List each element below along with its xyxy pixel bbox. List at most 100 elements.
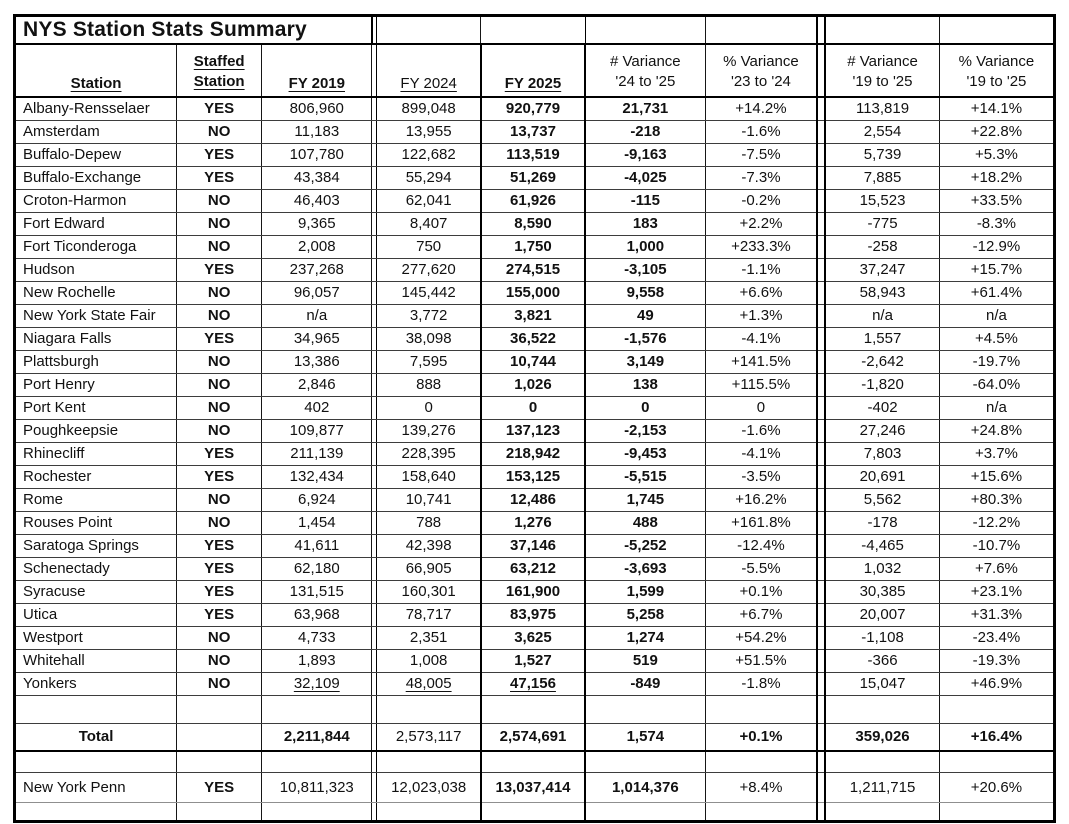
table-row: Port Kent NO 402 0 0 0 0 -402 n/a: [13, 396, 1056, 420]
variance-pct-23-24: +2.2%: [704, 212, 818, 236]
station-name: Rhinecliff: [13, 442, 178, 466]
total-variance-num-24-25: 1,574: [584, 723, 706, 752]
variance-pct-23-24: +14.2%: [704, 96, 818, 121]
fy2019-value: 6,924: [261, 488, 373, 512]
col-header-fy2025: FY 2025: [479, 43, 587, 98]
table-row: Poughkeepsie NO 109,877 139,276 137,123 …: [13, 419, 1056, 443]
fy2024-value: 7,595: [376, 350, 482, 374]
variance-pct-23-24: -1.1%: [704, 258, 818, 282]
fy2025-value: 153,125: [479, 465, 587, 489]
station-name: Niagara Falls: [13, 327, 178, 351]
fy2024-value: 0: [376, 396, 482, 420]
variance-pct-23-24: +8.4%: [704, 772, 818, 803]
group-separator: [816, 488, 827, 512]
station-name: Fort Ticonderoga: [13, 235, 178, 259]
variance-pct-19-25: n/a: [938, 396, 1056, 420]
group-separator: [816, 373, 827, 397]
staffed-flag: YES: [176, 534, 263, 558]
variance-pct-23-24: +54.2%: [704, 626, 818, 650]
station-name: Schenectady: [13, 557, 178, 581]
col-header-variance-pct-19-25: % Variance '19 to '25: [938, 43, 1056, 98]
variance-pct-23-24: -3.5%: [704, 465, 818, 489]
group-separator: [816, 695, 827, 724]
fy2025-value: 47,156: [479, 672, 587, 696]
fy2019-value: 131,515: [261, 580, 373, 604]
variance-pct-23-24: +115.5%: [704, 373, 818, 397]
variance-num-24-25: 183: [584, 212, 706, 236]
variance-pct-23-24: +16.2%: [704, 488, 818, 512]
staffed-flag: NO: [176, 304, 263, 328]
variance-pct-23-24: +6.6%: [704, 281, 818, 305]
title-blank-cell: [938, 15, 1056, 45]
col-header-variance-pct-23-24: % Variance '23 to '24: [704, 43, 818, 98]
group-separator: [816, 166, 827, 190]
fy2019-value: 107,780: [261, 143, 373, 167]
staffed-flag: NO: [176, 488, 263, 512]
variance-pct-23-24: -7.5%: [704, 143, 818, 167]
station-name: Utica: [13, 603, 178, 627]
station-name: Rome: [13, 488, 178, 512]
header-row: Station Staffed Station FY 2019 FY 2024 …: [13, 43, 1056, 98]
fy2025-value: 37,146: [479, 534, 587, 558]
spacer-row: [13, 802, 1056, 822]
fy2025-value: 63,212: [479, 557, 587, 581]
variance-num-19-25: 1,032: [824, 557, 940, 581]
station-name: Whitehall: [13, 649, 178, 673]
variance-pct-19-25: +4.5%: [938, 327, 1056, 351]
staffed-flag: NO: [176, 511, 263, 535]
station-name: New York Penn: [13, 772, 178, 803]
group-separator: [816, 465, 827, 489]
variance-pct-19-25: +15.6%: [938, 465, 1056, 489]
fy2019-value: 62,180: [261, 557, 373, 581]
group-separator: [816, 802, 827, 822]
variance-num-19-25: 7,885: [824, 166, 940, 190]
fy2024-value: 48,005: [376, 672, 482, 696]
variance-num-19-25: n/a: [824, 304, 940, 328]
variance-pct-23-24: +0.1%: [704, 580, 818, 604]
fy2025-value: 0: [479, 396, 587, 420]
stats-table: NYS Station Stats Summary Station Staffe…: [13, 14, 1056, 823]
variance-num-24-25: 5,258: [584, 603, 706, 627]
station-name: Port Henry: [13, 373, 178, 397]
variance-num-19-25: 113,819: [824, 96, 940, 121]
variance-num-19-25: -4,465: [824, 534, 940, 558]
staffed-flag: NO: [176, 212, 263, 236]
variance-pct-19-25: -19.3%: [938, 649, 1056, 673]
fy2025-value: 1,026: [479, 373, 587, 397]
total-variance-pct-19-25: +16.4%: [938, 723, 1056, 752]
fy2019-value: 34,965: [261, 327, 373, 351]
fy2019-value: 96,057: [261, 281, 373, 305]
variance-num-19-25: 5,562: [824, 488, 940, 512]
fy2019-value: 2,008: [261, 235, 373, 259]
group-separator: [816, 534, 827, 558]
staffed-flag: NO: [176, 189, 263, 213]
group-separator: [816, 723, 827, 752]
variance-num-19-25: 15,047: [824, 672, 940, 696]
fy2025-value: 137,123: [479, 419, 587, 443]
group-separator: [816, 649, 827, 673]
variance-num-24-25: -115: [584, 189, 706, 213]
fy2019-value: 63,968: [261, 603, 373, 627]
variance-num-19-25: 1,211,715: [824, 772, 940, 803]
station-name: Hudson: [13, 258, 178, 282]
col-header-station: Station: [13, 43, 178, 98]
variance-num-24-25: 1,014,376: [584, 772, 706, 803]
group-separator: [816, 772, 827, 803]
variance-num-19-25: 1,557: [824, 327, 940, 351]
station-name: Poughkeepsie: [13, 419, 178, 443]
staffed-flag: YES: [176, 327, 263, 351]
variance-num-24-25: 1,745: [584, 488, 706, 512]
fy2019-value: 109,877: [261, 419, 373, 443]
variance-pct-23-24: +161.8%: [704, 511, 818, 535]
fy2019-value: 13,386: [261, 350, 373, 374]
page-title: NYS Station Stats Summary: [13, 15, 373, 45]
staffed-flag: NO: [176, 396, 263, 420]
fy2019-value: 10,811,323: [261, 772, 373, 803]
fy2024-value: 228,395: [376, 442, 482, 466]
station-name: Croton-Harmon: [13, 189, 178, 213]
variance-num-19-25: 27,246: [824, 419, 940, 443]
staffed-flag: NO: [176, 235, 263, 259]
fy2024-value: 158,640: [376, 465, 482, 489]
fy2025-value: 36,522: [479, 327, 587, 351]
staffed-flag: YES: [176, 603, 263, 627]
